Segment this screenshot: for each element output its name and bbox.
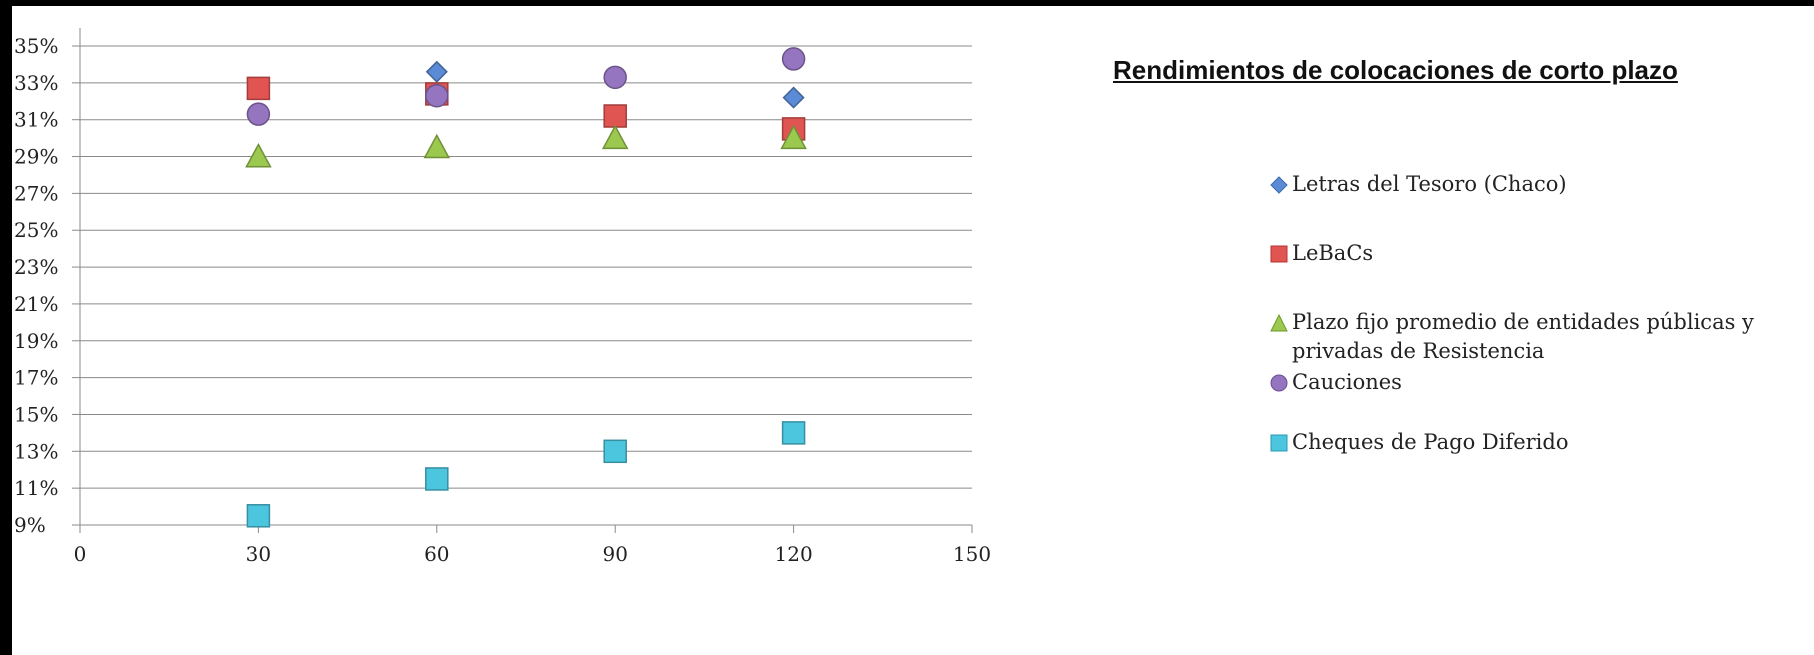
legend-label: Cauciones — [1292, 370, 1402, 394]
legend-item-lebacs: LeBaCs — [1270, 239, 1810, 268]
legend-label: LeBaCs — [1292, 241, 1374, 265]
data-point-plazo-fijo — [601, 124, 629, 150]
y-tick-label: 19% — [14, 329, 58, 353]
legend-item-cheques: Cheques de Pago Diferido — [1270, 428, 1810, 457]
y-tick-label: 17% — [14, 366, 58, 390]
x-tick-label: 90 — [602, 542, 627, 566]
data-point-cauciones — [781, 47, 806, 71]
legend-item-letras: Letras del Tesoro (Chaco) — [1270, 170, 1810, 199]
x-tick-label: 60 — [424, 542, 449, 566]
y-tick-label: 25% — [14, 218, 58, 242]
data-point-plazo-fijo — [245, 142, 272, 168]
data-point-plazo-fijo — [780, 124, 807, 150]
data-point-letras — [425, 60, 448, 83]
legend-label: Letras del Tesoro (Chaco) — [1292, 172, 1567, 196]
data-point-cauciones — [246, 102, 271, 126]
legend-marker-triangle — [1270, 314, 1288, 332]
legend-marker-diamond — [1270, 176, 1288, 194]
y-tick-label: 11% — [14, 476, 58, 500]
data-point-plazo-fijo — [423, 133, 451, 159]
legend-item-plazo-fijo: Plazo fijo promedio de entidades pública… — [1270, 308, 1810, 366]
y-tick-label: 23% — [14, 255, 58, 279]
chart-title: Rendimientos de colocaciones de corto pl… — [1113, 55, 1678, 85]
x-tick-label: 30 — [246, 542, 271, 566]
legend-label: Plazo fijo promedio de entidades pública… — [1292, 310, 1754, 363]
y-tick-label: 35% — [14, 34, 58, 58]
data-point-cauciones — [603, 65, 627, 90]
legend-label: Cheques de Pago Diferido — [1292, 430, 1569, 454]
y-tick-label: 27% — [14, 181, 58, 205]
data-point-cheques — [246, 504, 271, 528]
y-tick-label: 13% — [14, 439, 58, 463]
y-tick-label: 15% — [14, 402, 58, 426]
data-point-cheques — [603, 439, 627, 464]
data-point-cauciones — [425, 83, 449, 108]
x-tick-label: 150 — [953, 542, 991, 566]
legend-marker-circle — [1270, 374, 1288, 392]
y-tick-label: 21% — [14, 292, 58, 316]
y-tick-label: 33% — [14, 71, 58, 95]
data-point-lebacs — [603, 104, 627, 128]
data-point-cheques — [781, 421, 806, 445]
y-tick-label: 31% — [14, 108, 58, 132]
legend-item-cauciones: Cauciones — [1270, 368, 1810, 397]
y-tick-label: 29% — [14, 145, 58, 169]
legend-marker-square — [1270, 245, 1288, 263]
y-tick-label: 9% — [14, 513, 46, 537]
x-tick-label: 120 — [775, 542, 813, 566]
legend-marker-square — [1270, 434, 1288, 452]
data-point-cheques — [425, 467, 449, 491]
x-tick-label: 0 — [74, 542, 87, 566]
data-point-lebacs — [246, 76, 271, 101]
data-point-letras — [782, 86, 805, 109]
